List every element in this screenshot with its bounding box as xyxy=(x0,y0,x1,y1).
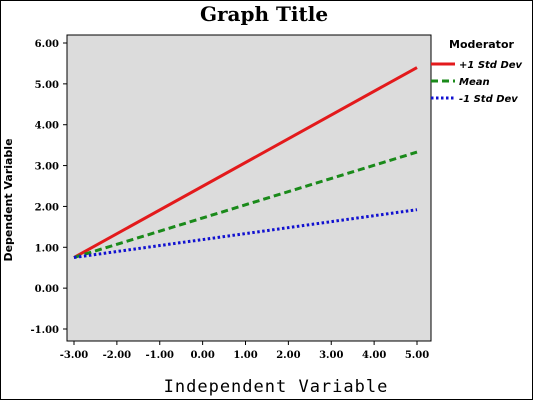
chart-title: Graph Title xyxy=(200,2,328,26)
legend-label: Mean xyxy=(459,77,490,88)
y-tick-label: -1.00 xyxy=(30,325,59,336)
y-axis-label: Dependent Variable xyxy=(2,138,15,261)
y-tick-label: 5.00 xyxy=(35,80,59,91)
legend-title: Moderator xyxy=(449,38,515,51)
legend: Moderator +1 Std Dev Mean -1 Std Dev xyxy=(431,38,523,105)
y-tick-label: 1.00 xyxy=(35,243,59,254)
y-tick-label: 2.00 xyxy=(35,202,59,213)
y-tick-label: 3.00 xyxy=(35,162,59,173)
x-tick-label: 5.00 xyxy=(405,350,429,361)
legend-label: +1 Std Dev xyxy=(459,60,523,71)
x-tick-label: -2.00 xyxy=(103,350,132,361)
x-tick-label: -3.00 xyxy=(60,350,89,361)
y-tick-label: 4.00 xyxy=(35,121,59,132)
series-lines xyxy=(73,66,418,259)
x-tick-label: 4.00 xyxy=(362,350,386,361)
x-tick-label: 1.00 xyxy=(233,350,257,361)
x-axis: -3.00 -2.00 -1.00 0.00 1.00 2.00 3.00 4.00 5.00 xyxy=(60,341,429,361)
legend-label: -1 Std Dev xyxy=(459,94,518,105)
x-tick-label: 2.00 xyxy=(276,350,300,361)
series-line-1 xyxy=(73,150,418,259)
y-axis: 6.00 5.00 4.00 3.00 2.00 1.00 0.00 -1.00 xyxy=(30,39,67,336)
series-line-0 xyxy=(73,66,418,259)
x-tick-label: 0.00 xyxy=(190,350,214,361)
plot-area xyxy=(66,34,432,342)
x-axis-label: Independent Variable xyxy=(164,377,389,397)
x-tick-label: -1.00 xyxy=(145,350,174,361)
x-tick-label: 3.00 xyxy=(319,350,343,361)
y-tick-label: 6.00 xyxy=(35,39,59,50)
y-tick-label: 0.00 xyxy=(35,284,59,295)
